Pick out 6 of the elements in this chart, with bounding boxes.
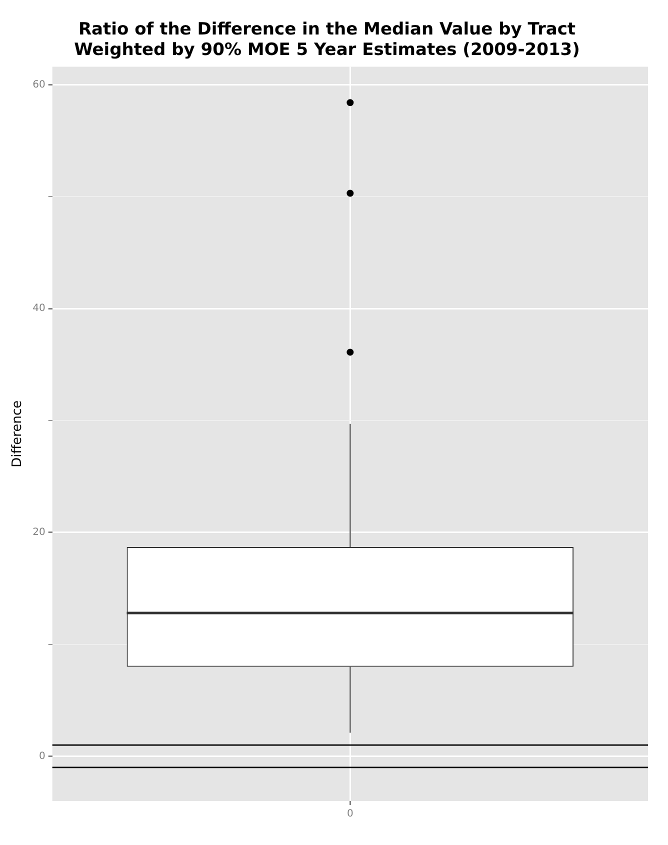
y-tick-label: 20 [32, 526, 46, 538]
y-tick-label: 40 [32, 303, 46, 314]
y-tick-label: 60 [32, 79, 46, 90]
chart-title: Ratio of the Difference in the Median Value by Tract Weighted by 90% MOE 5 Year Estimates (2009-2013) [74, 20, 580, 60]
y-axis-title: Difference [10, 400, 26, 468]
y-tick-label: 0 [38, 750, 46, 762]
